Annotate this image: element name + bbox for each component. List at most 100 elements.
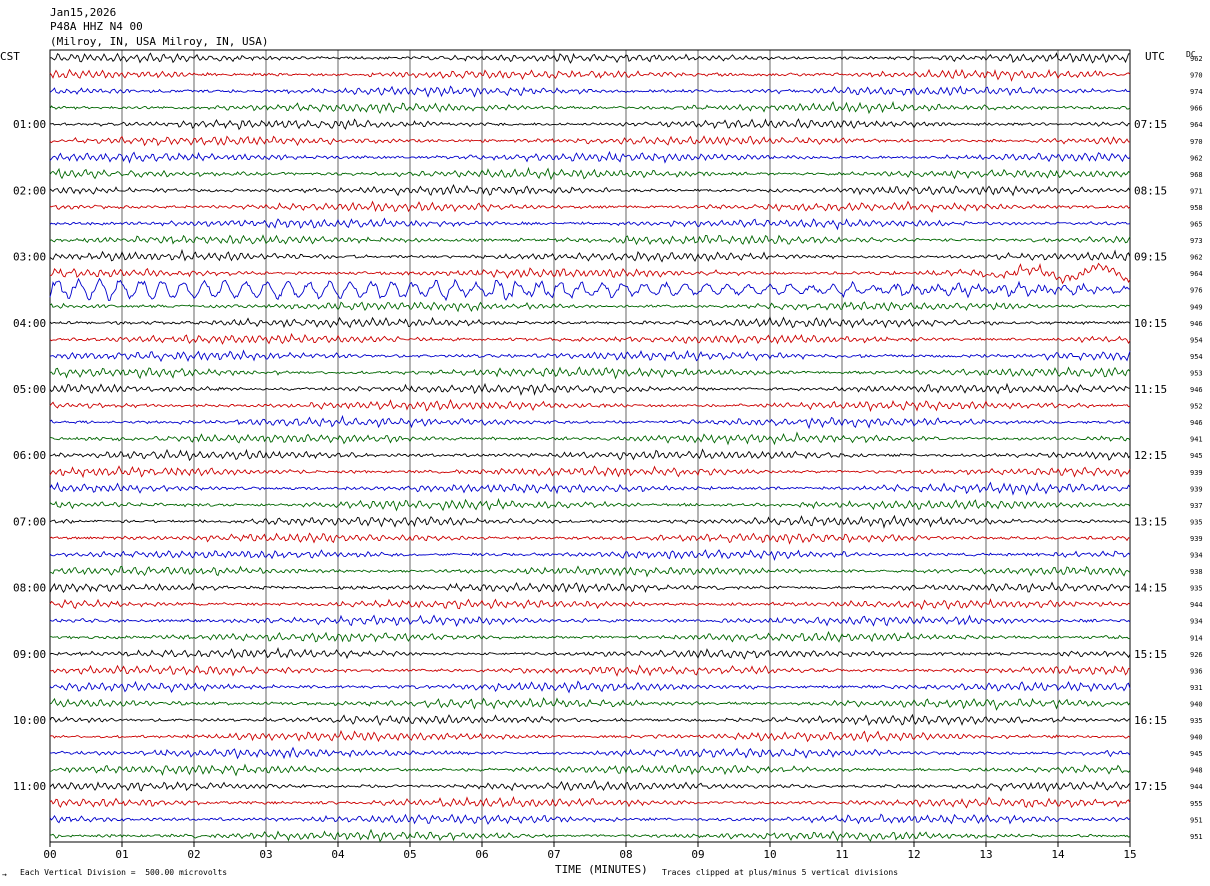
left-time-label: 09:00 — [13, 648, 46, 661]
x-tick-label: 08 — [619, 848, 632, 861]
dc-offset-label: 940 — [1190, 734, 1203, 742]
dc-offset-label: 914 — [1190, 634, 1203, 642]
dc-offset-label: 970 — [1190, 138, 1203, 146]
seismic-trace — [49, 746, 1131, 760]
seismic-trace — [49, 763, 1131, 777]
dc-offset-label: 971 — [1190, 187, 1203, 195]
seismic-trace — [49, 481, 1131, 496]
seismic-trace — [49, 549, 1131, 561]
seismic-trace — [49, 150, 1131, 164]
x-tick-label: 15 — [1123, 848, 1136, 861]
dc-offset-label: 936 — [1190, 667, 1203, 675]
dc-offset-label: 953 — [1190, 369, 1203, 377]
dc-offset-label: 965 — [1190, 221, 1203, 229]
x-tick-label: 01 — [115, 848, 128, 861]
seismic-trace — [50, 118, 1131, 131]
x-tick-label: 13 — [979, 848, 992, 861]
dc-offset-label: 934 — [1190, 618, 1203, 626]
seismic-trace — [49, 85, 1131, 98]
seismic-trace — [49, 497, 1131, 512]
seismic-trace — [49, 598, 1131, 611]
dc-offset-label: 938 — [1190, 568, 1203, 576]
dc-offset-label: 949 — [1190, 303, 1203, 311]
right-time-label: 08:15 — [1134, 184, 1167, 197]
x-tick-label: 03 — [259, 848, 272, 861]
seismic-trace — [49, 581, 1131, 594]
dc-offset-label: 931 — [1190, 684, 1203, 692]
left-time-label: 08:00 — [13, 582, 46, 595]
seismic-trace — [49, 234, 1131, 246]
x-axis-label: TIME (MINUTES) — [555, 863, 648, 876]
dc-offset-label: 952 — [1190, 403, 1203, 411]
chart-grid — [49, 49, 1131, 847]
dc-offset-label: 946 — [1190, 419, 1203, 427]
x-tick-label: 02 — [187, 848, 200, 861]
dc-offset-label: 944 — [1190, 601, 1203, 609]
dc-offset-label: 964 — [1190, 270, 1203, 278]
seismic-trace — [49, 316, 1131, 329]
seismic-trace — [49, 614, 1131, 627]
seismic-trace — [49, 217, 1131, 231]
seismic-trace — [49, 414, 1131, 430]
dc-offset-label: 970 — [1190, 72, 1203, 80]
x-tick-label: 14 — [1051, 848, 1065, 861]
dc-offset-label: 948 — [1190, 767, 1203, 775]
dc-offset-label: 976 — [1190, 287, 1203, 295]
seismic-trace — [49, 813, 1131, 825]
header-date: Jan15,2026 — [50, 6, 117, 19]
dc-offset-label: 962 — [1190, 55, 1203, 63]
corner-mark: → — [2, 870, 7, 879]
clip-note: Traces clipped at plus/minus 5 vertical … — [662, 868, 899, 877]
dc-offset-label: 939 — [1190, 469, 1203, 477]
x-tick-label: 12 — [907, 848, 920, 861]
seismic-trace — [49, 448, 1131, 462]
left-time-label: 03:00 — [13, 251, 46, 264]
right-axis-title: UTC — [1145, 50, 1165, 63]
seismic-trace — [49, 277, 1131, 302]
dc-offset-label: 951 — [1190, 816, 1203, 824]
right-time-label: 16:15 — [1134, 714, 1167, 727]
header-location: (Milroy, IN, USA Milroy, IN, USA) — [50, 35, 269, 48]
dc-offset-label: 962 — [1190, 154, 1203, 162]
dc-offset-label: 966 — [1190, 105, 1203, 113]
dc-offset-label: 940 — [1190, 700, 1203, 708]
seismic-trace — [49, 796, 1131, 809]
seismic-trace — [49, 431, 1131, 446]
dc-offset-label: 945 — [1190, 452, 1203, 460]
seismic-trace — [49, 565, 1131, 578]
right-time-label: 12:15 — [1134, 449, 1167, 462]
dc-offset-label: 954 — [1190, 353, 1203, 361]
seismic-trace — [49, 349, 1131, 363]
dc-offset-label: 935 — [1190, 518, 1203, 526]
dc-offset-label: 962 — [1190, 254, 1203, 262]
right-time-label: 14:15 — [1134, 582, 1167, 595]
seismic-trace — [49, 514, 1131, 529]
seismic-trace — [49, 100, 1131, 115]
dc-offset-label: 954 — [1190, 336, 1203, 344]
dc-title: DC — [1186, 50, 1196, 59]
seismic-trace — [49, 366, 1131, 380]
left-axis-title: CST — [0, 50, 20, 63]
left-time-label: 01:00 — [13, 118, 46, 131]
plot-border — [49, 49, 1131, 843]
x-tick-label: 11 — [835, 848, 848, 861]
right-time-label: 09:15 — [1134, 251, 1167, 264]
dc-offset-label: 941 — [1190, 436, 1203, 444]
dc-offset-label: 964 — [1190, 121, 1203, 129]
dc-offset-label: 973 — [1190, 237, 1203, 245]
seismic-trace — [49, 398, 1131, 413]
x-tick-label: 00 — [43, 848, 56, 861]
dc-offset-label: 974 — [1190, 88, 1203, 96]
seismic-trace — [49, 332, 1131, 345]
right-time-label: 13:15 — [1134, 515, 1167, 528]
seismic-trace — [49, 465, 1131, 479]
seismic-trace — [49, 135, 1131, 147]
dc-offset-label: 958 — [1190, 204, 1203, 212]
dc-offset-label: 935 — [1190, 585, 1203, 593]
dc-offset-label: 939 — [1190, 535, 1203, 543]
seismic-trace — [49, 697, 1131, 711]
dc-offset-label: 939 — [1190, 485, 1203, 493]
x-tick-label: 09 — [691, 848, 704, 861]
left-time-label: 05:00 — [13, 383, 46, 396]
dc-offset-label: 946 — [1190, 386, 1203, 394]
